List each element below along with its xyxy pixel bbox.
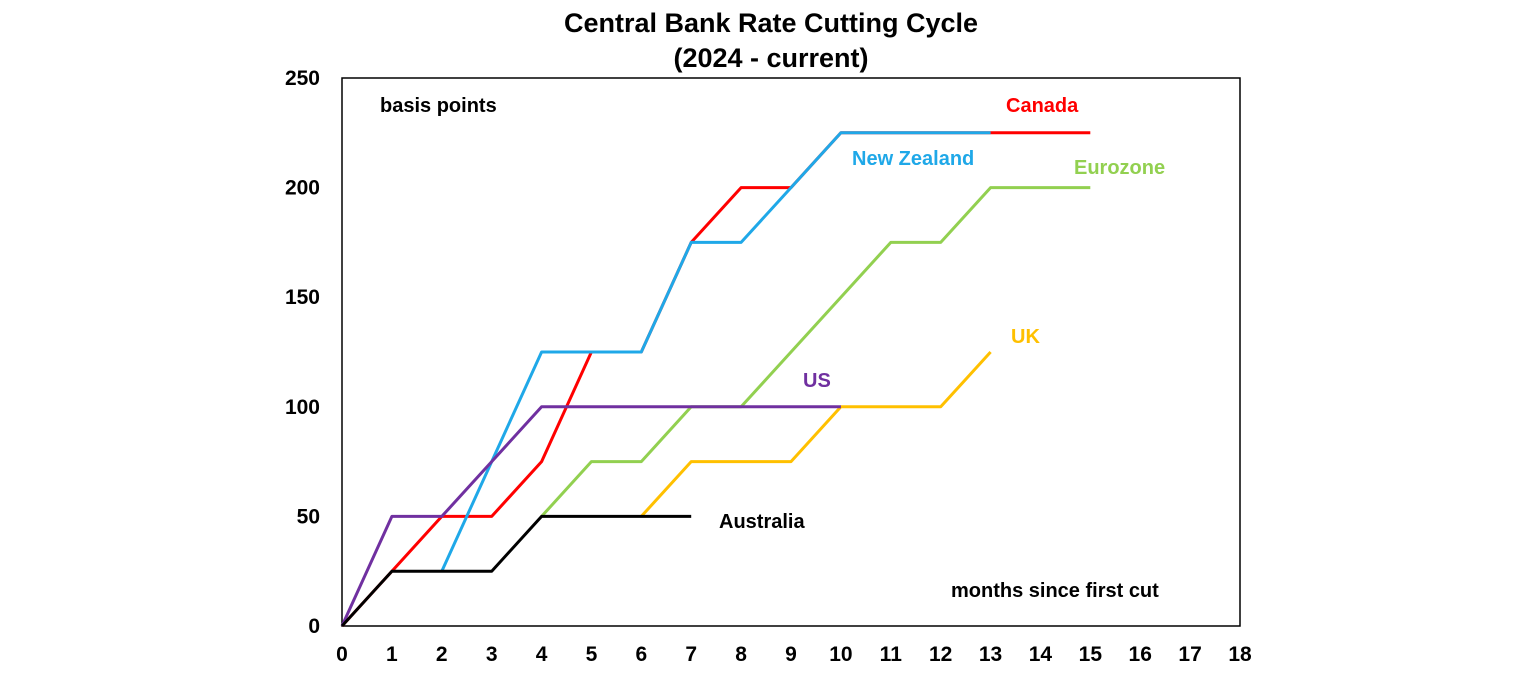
chart-subtitle: (2024 - current) bbox=[673, 43, 868, 73]
y-unit-annotation: basis points bbox=[380, 95, 497, 117]
y-tick-label: 200 bbox=[285, 177, 320, 200]
x-tick-label: 6 bbox=[635, 643, 647, 666]
x-tick-label: 0 bbox=[336, 643, 348, 666]
series-line-uk bbox=[640, 350, 992, 518]
label-eurozone: Eurozone bbox=[1074, 157, 1165, 179]
y-axis: 0 50 100 150 200 250 bbox=[285, 67, 320, 638]
x-tick-label: 15 bbox=[1079, 643, 1103, 666]
x-tick-label: 18 bbox=[1228, 643, 1252, 666]
x-tick-label: 14 bbox=[1029, 643, 1053, 666]
y-tick-label: 150 bbox=[285, 286, 320, 309]
x-unit-annotation: months since first cut bbox=[951, 580, 1159, 602]
series-line-us bbox=[340, 405, 841, 627]
x-tick-label: 16 bbox=[1129, 643, 1152, 666]
x-tick-label: 9 bbox=[785, 643, 797, 666]
y-tick-label: 100 bbox=[285, 396, 320, 419]
x-tick-label: 2 bbox=[436, 643, 448, 666]
x-tick-label: 12 bbox=[929, 643, 952, 666]
series-line-new-zealand bbox=[440, 131, 991, 572]
x-tick-label: 11 bbox=[880, 643, 903, 666]
y-tick-label: 250 bbox=[285, 67, 320, 90]
x-tick-label: 17 bbox=[1178, 643, 1201, 666]
label-uk: UK bbox=[1011, 326, 1040, 348]
x-tick-label: 13 bbox=[979, 643, 1002, 666]
x-axis: 0 1 2 3 4 5 6 7 8 9 10 11 12 13 14 15 16 17 18 bbox=[336, 643, 1252, 666]
x-tick-label: 5 bbox=[586, 643, 598, 666]
x-tick-label: 10 bbox=[829, 643, 852, 666]
label-us: US bbox=[803, 370, 831, 392]
y-tick-label: 50 bbox=[297, 505, 320, 528]
x-tick-label: 8 bbox=[735, 643, 747, 666]
x-tick-label: 1 bbox=[386, 643, 398, 666]
series-line-canada bbox=[340, 131, 1091, 628]
label-new-zealand: New Zealand bbox=[852, 148, 974, 170]
y-tick-label: 0 bbox=[308, 615, 320, 638]
chart-title: Central Bank Rate Cutting Cycle bbox=[564, 8, 978, 38]
label-australia: Australia bbox=[719, 511, 805, 533]
x-tick-label: 4 bbox=[536, 643, 548, 666]
x-tick-label: 3 bbox=[486, 643, 498, 666]
series-line-australia bbox=[340, 514, 692, 628]
series-line-eurozone bbox=[540, 186, 1091, 518]
x-tick-label: 7 bbox=[685, 643, 697, 666]
series-lines bbox=[340, 131, 1091, 628]
label-canada: Canada bbox=[1006, 95, 1079, 117]
plot-area bbox=[341, 77, 1241, 627]
